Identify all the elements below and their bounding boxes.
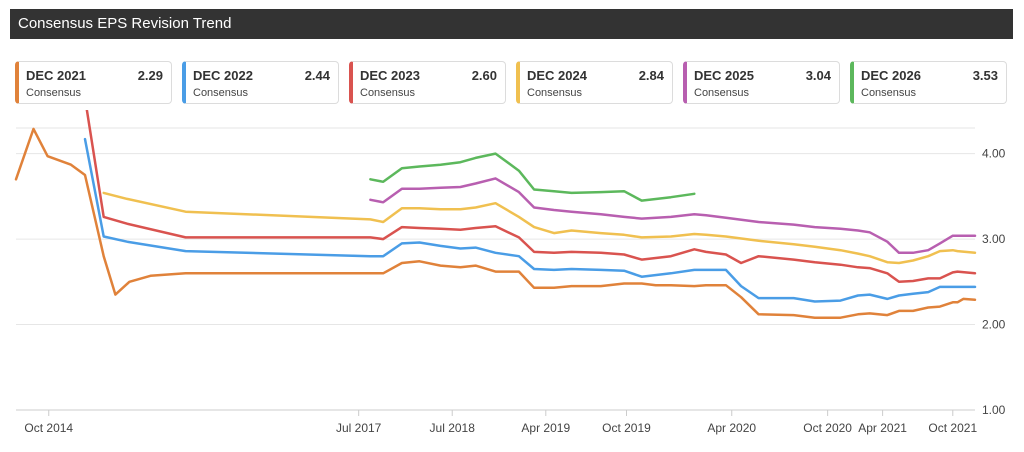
card-sub: Consensus: [527, 87, 583, 99]
x-tick-label: Apr 2019: [521, 421, 570, 435]
x-tick-label: Apr 2020: [707, 421, 756, 435]
card-value: 2.44: [304, 68, 330, 83]
card-sub: Consensus: [26, 87, 82, 99]
x-tick-label: Apr 2021: [858, 421, 907, 435]
x-tick-label: Oct 2014: [24, 421, 73, 435]
card-value: 2.29: [137, 68, 163, 83]
card-dec-2026[interactable]: DEC 2026 3.53 Consensus: [850, 61, 1007, 104]
card-value: 3.04: [805, 68, 831, 83]
card-name: DEC 2023: [360, 68, 420, 83]
x-tick-label: Oct 2021: [928, 421, 977, 435]
series-line-dec-2026: [369, 152, 696, 202]
series-line-dec-2024: [102, 191, 977, 265]
series-line-dec-2021: [14, 127, 977, 319]
series-line-dec-2025: [369, 177, 977, 255]
card-name: DEC 2025: [694, 68, 754, 83]
y-tick-label: 3.00: [982, 232, 1006, 246]
series-line-dec-2022: [83, 137, 977, 303]
card-dec-2023[interactable]: DEC 2023 2.60 Consensus: [349, 61, 506, 104]
card-value: 3.53: [972, 68, 998, 83]
series-legend-cards: DEC 2021 2.29 Consensus DEC 2022 2.44 Co…: [15, 61, 1010, 105]
series-line-dec-2023: [85, 110, 977, 284]
chart-title: Consensus EPS Revision Trend: [10, 9, 1013, 39]
x-tick-label: Jul 2018: [430, 421, 476, 435]
y-tick-label: 1.00: [982, 403, 1006, 417]
card-sub: Consensus: [360, 87, 416, 99]
card-name: DEC 2021: [26, 68, 86, 83]
card-dec-2021[interactable]: DEC 2021 2.29 Consensus: [15, 61, 172, 104]
eps-line-chart: 1.00 2.00 3.00 4.00 Oct 2014 Jul 2017 Jul 2018…: [14, 110, 1006, 435]
card-value: 2.60: [471, 68, 497, 83]
card-dec-2025[interactable]: DEC 2025 3.04 Consensus: [683, 61, 840, 104]
x-tick-label: Jul 2017: [336, 421, 382, 435]
y-tick-label: 4.00: [982, 147, 1006, 161]
card-sub: Consensus: [861, 87, 917, 99]
y-tick-label: 2.00: [982, 318, 1006, 332]
card-sub: Consensus: [694, 87, 750, 99]
x-tick-label: Oct 2020: [803, 421, 852, 435]
card-sub: Consensus: [193, 87, 249, 99]
card-name: DEC 2026: [861, 68, 921, 83]
card-dec-2024[interactable]: DEC 2024 2.84 Consensus: [516, 61, 673, 104]
card-name: DEC 2024: [527, 68, 587, 83]
x-tick-label: Oct 2019: [602, 421, 651, 435]
card-dec-2022[interactable]: DEC 2022 2.44 Consensus: [182, 61, 339, 104]
card-value: 2.84: [638, 68, 664, 83]
card-name: DEC 2022: [193, 68, 253, 83]
